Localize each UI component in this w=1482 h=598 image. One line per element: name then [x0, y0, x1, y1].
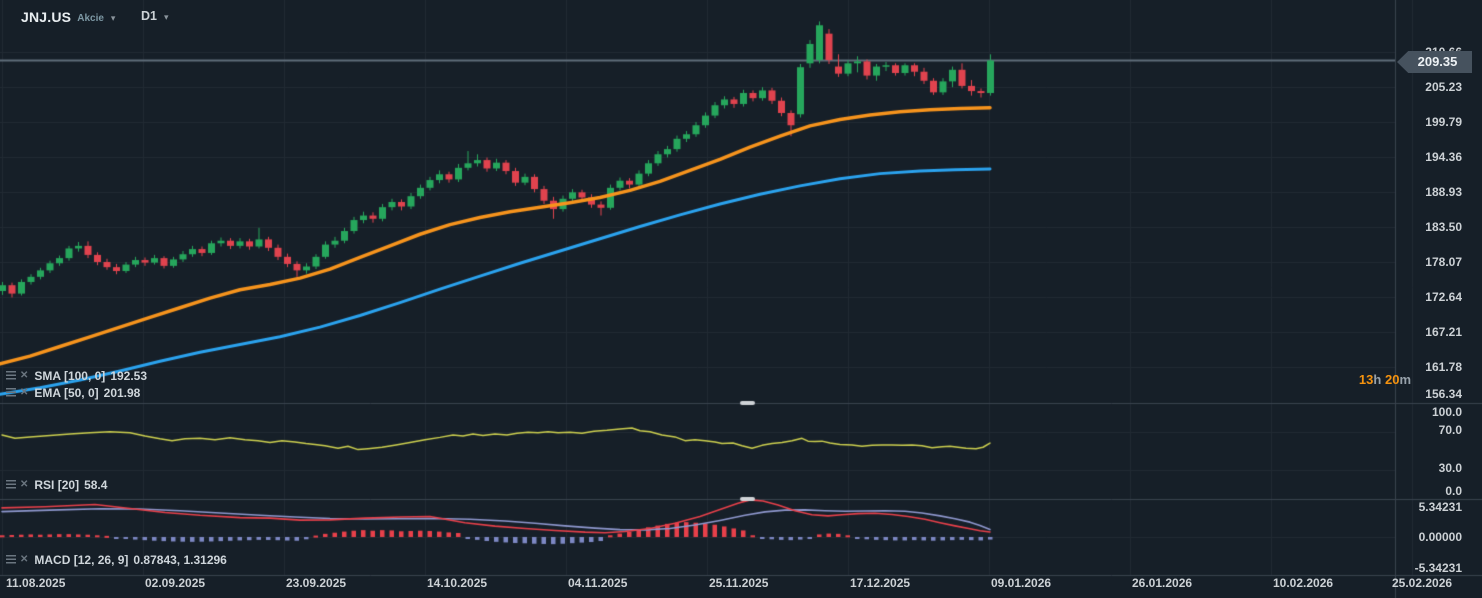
symbol-name: JNJ.US — [21, 9, 72, 25]
rsi-indicator-label: RSI [20] — [34, 477, 80, 492]
sma-indicator-label: SMA [100, 0] — [34, 368, 106, 383]
countdown-hours-unit: h — [1373, 372, 1382, 387]
sma-indicator-row: ✕ SMA [100, 0] 192.53 — [6, 368, 147, 383]
sma-indicator-value: 192.53 — [110, 368, 148, 383]
ema-indicator-value: 201.98 — [103, 385, 141, 400]
timeframe-label: D1 — [141, 9, 157, 23]
macd-indicator-label: MACD [12, 26, 9] — [34, 552, 129, 567]
indicator-remove-icon[interactable]: ✕ — [20, 369, 29, 381]
countdown-hours: 13 — [1358, 372, 1374, 387]
indicator-settings-icon[interactable] — [6, 371, 16, 380]
timeframe-selector[interactable]: D1 ▾ — [141, 9, 169, 23]
indicator-remove-icon[interactable]: ✕ — [20, 386, 29, 398]
countdown-minutes: 20 — [1384, 372, 1400, 387]
instrument-type-label: Akcie — [77, 12, 104, 24]
candle-countdown-timer: 13h 20m — [1359, 372, 1411, 387]
symbol-selector[interactable]: JNJ.US Akcie ▾ — [21, 9, 115, 25]
indicator-settings-icon[interactable] — [6, 555, 16, 564]
chevron-down-icon: ▾ — [163, 11, 169, 22]
macd-indicator-row: ✕ MACD [12, 26, 9] 0.87843, 1.31296 — [6, 552, 227, 567]
macd-indicator-value: 0.87843, 1.31296 — [133, 552, 227, 567]
indicator-remove-icon[interactable]: ✕ — [20, 553, 29, 565]
indicator-remove-icon[interactable]: ✕ — [20, 478, 29, 490]
indicator-settings-icon[interactable] — [6, 480, 16, 489]
ema-indicator-label: EMA [50, 0] — [34, 385, 99, 400]
chevron-down-icon: ▾ — [110, 12, 116, 23]
indicator-settings-icon[interactable] — [6, 388, 16, 397]
ema-indicator-row: ✕ EMA [50, 0] 201.98 — [6, 385, 140, 400]
countdown-minutes-unit: m — [1399, 372, 1411, 387]
rsi-indicator-row: ✕ RSI [20] 58.4 — [6, 477, 107, 492]
rsi-indicator-value: 58.4 — [84, 477, 108, 492]
